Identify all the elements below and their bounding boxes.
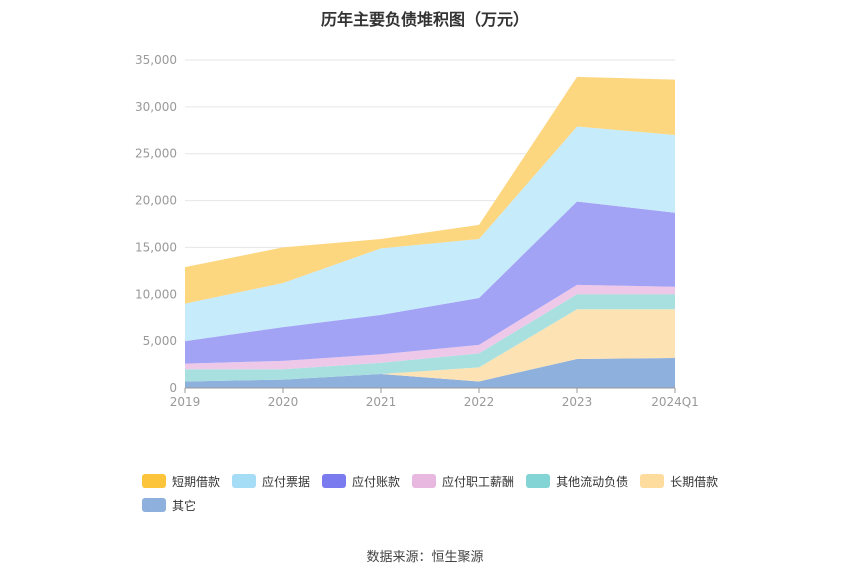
y-tick-label: 0	[169, 381, 177, 395]
y-tick-label: 15,000	[135, 240, 177, 254]
legend: 短期借款 应付票据 应付账款 应付职工薪酬 其他流动负债 长期借款其它	[142, 472, 742, 514]
legend-label: 应付账款	[352, 474, 401, 489]
x-tick-label: 2021	[366, 395, 397, 409]
legend-swatch	[232, 474, 257, 488]
y-tick-label: 10,000	[135, 287, 177, 301]
stacked-area-chart: 0 5,000 10,000 15,000 20,000 25,000 30,000 35,0…	[135, 53, 699, 409]
area-series-其它	[185, 358, 675, 388]
legend-swatch	[142, 498, 166, 512]
legend-swatch	[322, 474, 347, 488]
area-series-应付账款	[185, 201, 675, 364]
legend-label: 其他流动负债	[556, 474, 629, 489]
area-series-长期借款	[185, 309, 675, 382]
legend-item[interactable]: 应付账款	[322, 472, 400, 490]
legend-swatch	[412, 474, 437, 488]
y-tick-label: 25,000	[135, 147, 177, 161]
source-note: 数据来源：恒生聚源	[366, 550, 484, 565]
legend-item[interactable]: 应付票据	[232, 472, 310, 490]
legend-label: 应付职工薪酬	[442, 474, 515, 489]
legend-item[interactable]: 长期借款	[640, 472, 718, 490]
area-series-其他流动负债	[185, 294, 675, 382]
y-tick-label: 5,000	[143, 334, 177, 348]
legend-swatch	[640, 474, 665, 488]
area-series-短期借款	[185, 76, 675, 304]
legend-label: 长期借款	[670, 474, 719, 489]
area-series-应付票据	[185, 126, 675, 342]
legend-item[interactable]: 短期借款	[142, 472, 220, 490]
x-tick-label: 2019	[170, 395, 201, 409]
x-tick-label: 2024Q1	[651, 395, 699, 409]
x-tick-label: 2020	[268, 395, 299, 409]
area-series	[185, 76, 675, 388]
chart-title: 历年主要负债堆积图（万元）	[320, 10, 529, 29]
axes: 0 5,000 10,000 15,000 20,000 25,000 30,000 35,0…	[135, 53, 699, 409]
area-series-应付职工薪酬	[185, 284, 675, 370]
legend-item[interactable]: 应付职工薪酬	[412, 472, 514, 490]
x-tick-label: 2023	[562, 395, 593, 409]
legend-swatch	[142, 474, 166, 488]
legend-swatch	[526, 474, 551, 488]
legend-label: 应付票据	[262, 474, 311, 489]
x-tick-label: 2022	[464, 395, 495, 409]
legend-item[interactable]: 其他流动负债	[526, 472, 628, 490]
y-tick-label: 30,000	[135, 100, 177, 114]
legend-label: 其它	[172, 498, 197, 513]
y-tick-label: 35,000	[135, 53, 177, 67]
y-tick-label: 20,000	[135, 194, 177, 208]
legend-item[interactable]: 其它	[142, 496, 196, 514]
legend-label: 短期借款	[172, 474, 221, 489]
